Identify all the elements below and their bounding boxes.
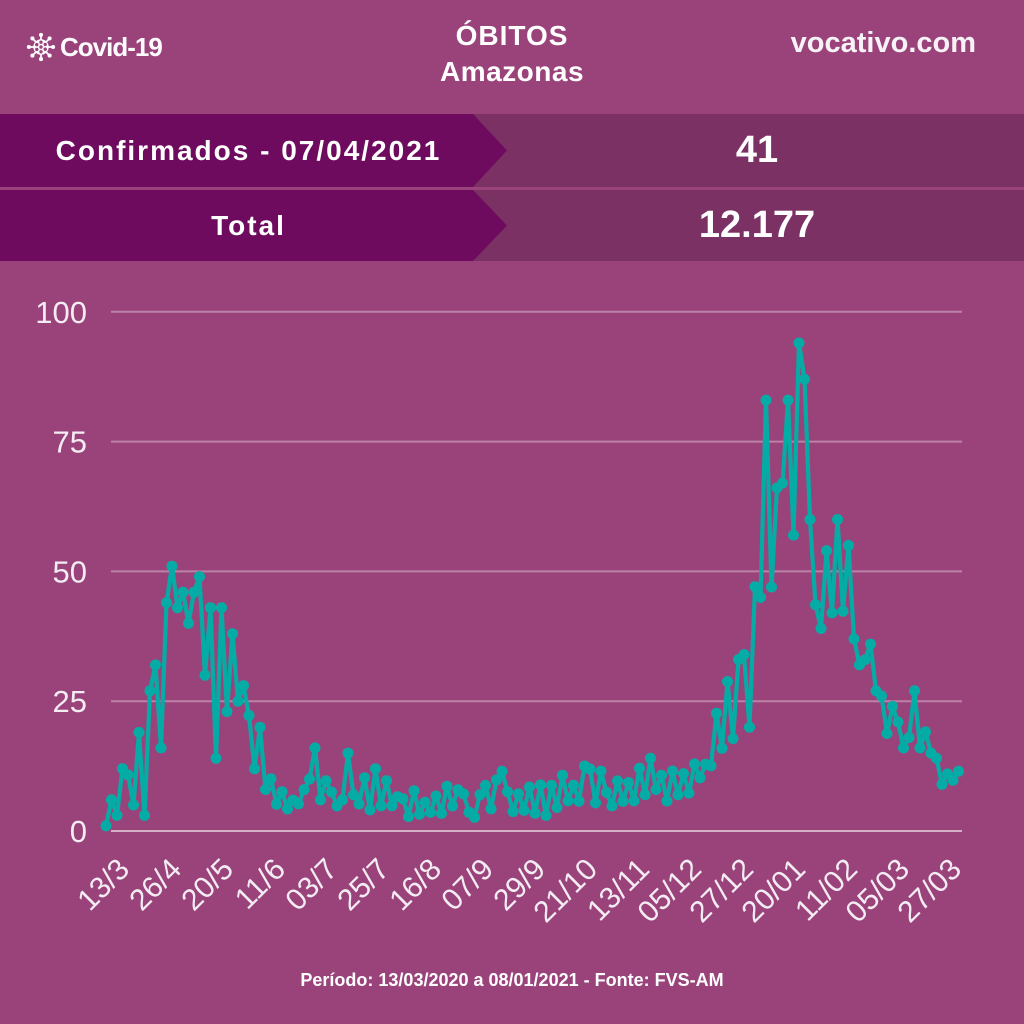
svg-text:26/4: 26/4 (123, 853, 188, 918)
svg-text:0: 0 (70, 814, 87, 849)
svg-text:16/8: 16/8 (383, 853, 448, 918)
svg-text:25/7: 25/7 (331, 853, 396, 918)
svg-text:03/7: 03/7 (279, 853, 344, 918)
svg-text:50: 50 (53, 554, 87, 589)
svg-text:100: 100 (35, 295, 87, 330)
svg-text:11/6: 11/6 (229, 853, 292, 916)
svg-text:25: 25 (53, 684, 87, 719)
svg-text:07/9: 07/9 (435, 853, 500, 918)
svg-text:13/3: 13/3 (71, 853, 136, 918)
svg-text:20/5: 20/5 (175, 853, 240, 918)
svg-text:75: 75 (53, 425, 87, 460)
